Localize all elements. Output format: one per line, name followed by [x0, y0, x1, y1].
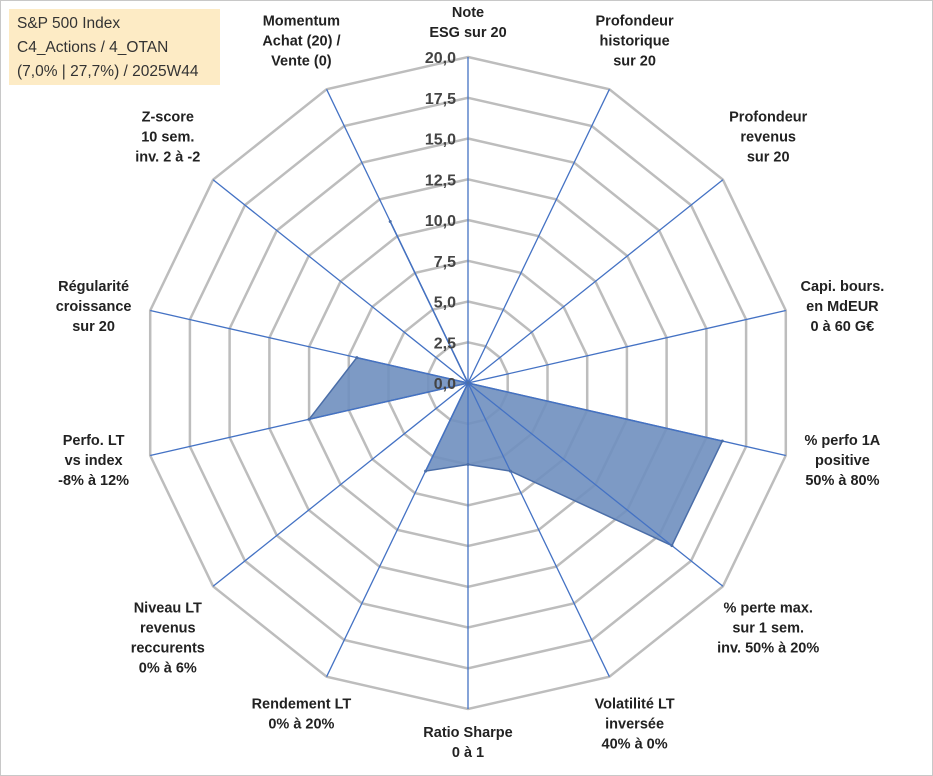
- chart-title-box: S&P 500 Index C4_Actions / 4_OTAN (7,0% …: [9, 9, 220, 85]
- data-series-area: [307, 221, 724, 547]
- axis-label: Régularité croissance sur 20: [56, 279, 132, 335]
- axis-label-line: Vente (0): [271, 53, 332, 69]
- axis-label-line: Volatilité LT: [595, 697, 675, 713]
- axis-label: Niveau LT revenus reccurents 0% à 6%: [131, 601, 205, 677]
- data-point: [424, 469, 428, 473]
- tick-label: 7,5: [434, 254, 456, 271]
- axis-label-line: 50% à 80%: [805, 473, 879, 489]
- axis-label: Note ESG sur 20: [429, 5, 506, 41]
- axis-label-line: en MdEUR: [806, 299, 879, 315]
- tick-label: 10,0: [425, 213, 456, 230]
- axis-label-line: 40% à 0%: [602, 737, 668, 753]
- axis-label: Profondeur revenus sur 20: [729, 109, 807, 165]
- axis-spoke: [467, 382, 786, 457]
- axis-label-line: Niveau LT: [134, 601, 202, 617]
- tick-label: 17,5: [425, 91, 456, 108]
- axis-label-line: -8% à 12%: [58, 473, 129, 489]
- axis-label-line: Profondeur: [596, 13, 674, 29]
- data-point: [720, 439, 724, 443]
- axis-label-line: sur 1 sem.: [732, 621, 804, 637]
- axis-label-line: inv. 2 à -2: [135, 149, 200, 165]
- axis-label-line: positive: [815, 453, 870, 469]
- axis-label-line: 0 à 60 G€: [811, 319, 875, 335]
- axis-label-line: reccurents: [131, 641, 205, 657]
- axis-label-line: 0 à 1: [452, 745, 484, 761]
- axis-label-line: Momentum: [263, 13, 340, 29]
- axis-label-line: revenus: [740, 129, 796, 145]
- data-point: [670, 544, 674, 548]
- data-point: [466, 381, 470, 385]
- tick-label: 5,0: [434, 295, 456, 312]
- axis-label-line: vs index: [65, 453, 123, 469]
- axis-label-line: 0% à 6%: [139, 661, 197, 677]
- axis-label-line: revenus: [140, 621, 196, 637]
- axis-spoke: [467, 382, 610, 677]
- axis-spoke: [212, 179, 469, 384]
- axis-spoke: [467, 309, 786, 384]
- tick-label: 0,0: [434, 376, 456, 393]
- title-line-2: C4_Actions / 4_OTAN: [17, 39, 169, 56]
- axis-spoke: [467, 382, 724, 587]
- axis-label: Volatilité LT inversée 40% à 0%: [595, 697, 675, 753]
- axis-label: Ratio Sharpe 0 à 1: [423, 725, 512, 761]
- axis-label-line: inversée: [605, 717, 664, 733]
- axis-label-line: historique: [600, 33, 670, 49]
- axis-label: % perte max. sur 1 sem. inv. 50% à 20%: [717, 601, 819, 657]
- title-line-3: (7,0% | 27,7%) / 2025W44: [17, 63, 199, 80]
- axis-spoke: [467, 89, 610, 384]
- axis-label: Momentum Achat (20) / Vente (0): [262, 13, 340, 69]
- data-point: [307, 417, 311, 421]
- axis-label: Z-score 10 sem. inv. 2 à -2: [135, 109, 200, 165]
- axis-label-line: Ratio Sharpe: [423, 725, 512, 741]
- tick-label: 20,0: [425, 50, 456, 67]
- axis-label-line: sur 20: [72, 319, 115, 335]
- axis-label-line: Rendement LT: [252, 697, 352, 713]
- axis-label-line: croissance: [56, 299, 132, 315]
- axis-spoke: [326, 382, 469, 677]
- axis-label-line: % perte max.: [723, 601, 812, 617]
- axis-label-line: 10 sem.: [141, 129, 194, 145]
- axis-label-line: % perfo 1A: [805, 433, 881, 449]
- axis-spoke: [150, 309, 469, 384]
- axis-label-line: sur 20: [613, 53, 656, 69]
- axis-label-line: Profondeur: [729, 109, 807, 125]
- axis-label: % perfo 1A positive 50% à 80%: [805, 433, 881, 489]
- data-point: [355, 356, 359, 360]
- axis-label: Profondeur historique sur 20: [596, 13, 674, 69]
- axis-spoke: [326, 89, 469, 384]
- axis-label-line: Capi. bours.: [801, 279, 885, 295]
- axis-spoke: [467, 179, 724, 384]
- axis-label-line: Perfo. LT: [63, 433, 125, 449]
- axis-label-line: Achat (20) /: [262, 33, 340, 49]
- tick-label: 15,0: [425, 132, 456, 149]
- axis-label-line: Régularité: [58, 279, 129, 295]
- data-point: [508, 469, 512, 473]
- data-point: [388, 220, 392, 223]
- axis-label: Rendement LT 0% à 20%: [252, 697, 352, 733]
- tick-label: 2,5: [434, 335, 456, 352]
- tick-label: 12,5: [425, 172, 456, 189]
- axis-label-line: Note: [452, 5, 484, 21]
- axis-label-line: ESG sur 20: [429, 25, 506, 41]
- data-point: [466, 463, 470, 466]
- axis-label: Capi. bours. en MdEUR 0 à 60 G€: [801, 279, 885, 335]
- axis-label-line: Z-score: [142, 109, 194, 125]
- axis-label-line: 0% à 20%: [268, 717, 334, 733]
- title-line-1: S&P 500 Index: [17, 15, 121, 32]
- axis-label: Perfo. LT vs index -8% à 12%: [58, 433, 129, 489]
- axis-label-line: sur 20: [747, 149, 790, 165]
- axis-label-line: inv. 50% à 20%: [717, 641, 819, 657]
- axis-spoke: [212, 382, 469, 587]
